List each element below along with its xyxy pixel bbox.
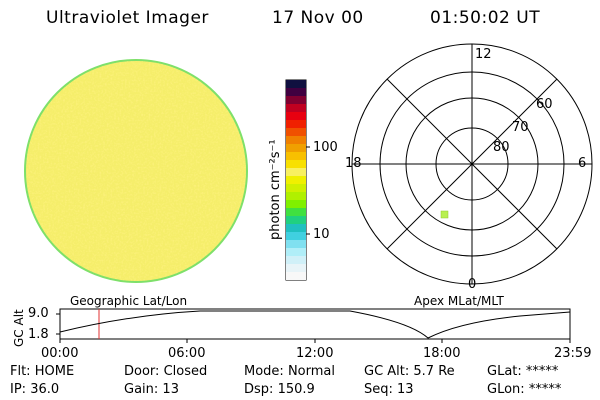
geo-latlon-title: Geographic Lat/Lon	[70, 294, 188, 308]
date-label: 17 Nov 00	[272, 8, 364, 28]
mlt-label-12: 12	[475, 47, 492, 62]
mlt-label-0: 0	[468, 277, 477, 292]
uv-image-disk	[24, 59, 248, 283]
status-dsp: Dsp: 150.9	[244, 382, 315, 397]
status-flt: Flt: HOME	[10, 364, 74, 379]
status-ip: IP: 36.0	[10, 382, 59, 397]
status-gain: Gain: 13	[124, 382, 179, 397]
status-gcalt-value: 5.7 Re	[413, 364, 455, 379]
status-flt-label: Flt:	[10, 364, 31, 379]
status-gain-label: Gain:	[124, 382, 159, 397]
polar-grid	[351, 43, 593, 285]
altitude-curve	[59, 310, 571, 339]
status-glon-value: *****	[528, 382, 562, 397]
colorbar-tick-100: 100	[313, 140, 338, 155]
x-tick-0600: 06:00	[168, 346, 206, 361]
status-dsp-value: 150.9	[277, 382, 315, 397]
status-ip-value: 36.0	[30, 382, 60, 397]
time-label: 01:50:02 UT	[430, 8, 541, 28]
mlt-label-18: 18	[345, 156, 362, 171]
status-glat-label: GLat:	[487, 364, 522, 379]
mlt-label-6: 6	[578, 156, 587, 171]
status-door-label: Door:	[124, 364, 160, 379]
colorbar-tick-10: 10	[313, 227, 330, 242]
status-gain-value: 13	[162, 382, 179, 397]
status-gcalt-label: GC Alt:	[364, 364, 410, 379]
status-gcalt: GC Alt: 5.7 Re	[364, 364, 455, 379]
colorbar-unit-label: photon cm⁻²s⁻¹	[268, 139, 283, 240]
lat-label-60: 60	[536, 97, 553, 112]
status-glon-label: GLon:	[487, 382, 525, 397]
lat-label-70: 70	[512, 120, 529, 135]
x-tick-1800: 18:00	[423, 346, 461, 361]
status-glat: GLat: *****	[487, 364, 558, 379]
status-seq: Seq: 13	[364, 382, 414, 397]
status-mode: Mode: Normal	[244, 364, 335, 379]
x-tick-0000: 00:00	[41, 346, 79, 361]
status-mode-label: Mode:	[244, 364, 284, 379]
altitude-plot	[56, 308, 571, 343]
colorbar	[285, 79, 310, 281]
lat-label-80: 80	[493, 140, 510, 155]
x-tick-2359: 23:59	[554, 346, 592, 361]
x-tick-1200: 12:00	[296, 346, 334, 361]
status-seq-label: Seq:	[364, 382, 393, 397]
gc-alt-ylabel: GC Alt	[12, 309, 26, 347]
position-marker	[440, 210, 449, 219]
status-flt-value: HOME	[34, 364, 75, 379]
y-tick-9: 9.0	[28, 306, 49, 321]
apex-mlat-title: Apex MLat/MLT	[414, 294, 504, 308]
status-door-value: Closed	[163, 364, 208, 379]
status-glon: GLon: *****	[487, 382, 561, 397]
status-dsp-label: Dsp:	[244, 382, 274, 397]
status-ip-label: IP:	[10, 382, 27, 397]
status-mode-value: Normal	[287, 364, 335, 379]
status-glat-value: *****	[525, 364, 559, 379]
status-door: Door: Closed	[124, 364, 207, 379]
instrument-title: Ultraviolet Imager	[46, 8, 209, 28]
y-tick-1-8: 1.8	[28, 327, 49, 342]
status-seq-value: 13	[397, 382, 414, 397]
